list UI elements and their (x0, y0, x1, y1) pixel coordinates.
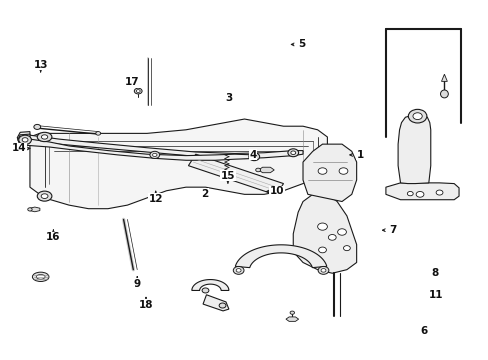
Text: 7: 7 (389, 225, 396, 235)
Ellipse shape (337, 229, 346, 235)
Ellipse shape (136, 90, 140, 93)
Text: 14: 14 (12, 143, 26, 153)
Polygon shape (293, 194, 356, 273)
Text: 5: 5 (298, 40, 305, 49)
Text: 11: 11 (427, 290, 442, 300)
Polygon shape (385, 183, 458, 200)
Text: 10: 10 (269, 186, 284, 197)
Polygon shape (235, 245, 326, 267)
Ellipse shape (407, 192, 412, 196)
Ellipse shape (233, 266, 244, 274)
Polygon shape (17, 132, 303, 158)
Text: 12: 12 (148, 194, 163, 204)
Ellipse shape (412, 113, 421, 120)
Text: 18: 18 (139, 300, 153, 310)
Text: 1: 1 (356, 150, 364, 160)
Ellipse shape (255, 168, 260, 172)
Polygon shape (30, 207, 40, 212)
Text: 4: 4 (249, 150, 256, 160)
Ellipse shape (37, 132, 52, 141)
Ellipse shape (236, 269, 241, 272)
Text: 2: 2 (201, 189, 208, 199)
Text: 15: 15 (220, 171, 235, 181)
Ellipse shape (134, 88, 142, 94)
Polygon shape (397, 115, 430, 184)
Ellipse shape (290, 151, 295, 154)
Ellipse shape (34, 125, 41, 130)
Polygon shape (188, 154, 283, 195)
Ellipse shape (289, 311, 294, 314)
Text: 16: 16 (46, 232, 61, 242)
Text: 6: 6 (420, 325, 427, 336)
Ellipse shape (32, 272, 49, 282)
Text: 3: 3 (225, 93, 232, 103)
Ellipse shape (328, 234, 335, 240)
Ellipse shape (36, 274, 45, 279)
Ellipse shape (248, 153, 259, 161)
Ellipse shape (219, 303, 225, 308)
Ellipse shape (318, 168, 326, 174)
Ellipse shape (287, 149, 298, 157)
Ellipse shape (22, 138, 28, 142)
Ellipse shape (321, 269, 325, 272)
Polygon shape (303, 144, 356, 202)
Text: 13: 13 (33, 59, 48, 69)
Ellipse shape (318, 266, 328, 274)
Polygon shape (441, 74, 447, 81)
Polygon shape (285, 317, 298, 321)
Ellipse shape (338, 168, 347, 174)
Polygon shape (18, 134, 254, 160)
Ellipse shape (28, 208, 32, 211)
Ellipse shape (435, 190, 442, 195)
Ellipse shape (37, 191, 52, 201)
Ellipse shape (440, 90, 447, 98)
Ellipse shape (251, 155, 256, 158)
Polygon shape (258, 167, 274, 173)
Ellipse shape (224, 175, 229, 179)
Ellipse shape (318, 247, 326, 253)
Ellipse shape (415, 192, 423, 197)
Polygon shape (191, 280, 228, 291)
Ellipse shape (150, 151, 159, 158)
Text: 9: 9 (133, 279, 141, 289)
Polygon shape (203, 295, 228, 311)
Ellipse shape (317, 223, 327, 230)
Ellipse shape (202, 288, 208, 293)
Ellipse shape (96, 132, 101, 135)
Ellipse shape (19, 135, 31, 144)
Ellipse shape (41, 194, 48, 198)
Ellipse shape (41, 135, 48, 139)
Text: 17: 17 (125, 77, 140, 87)
Ellipse shape (343, 246, 349, 251)
Ellipse shape (407, 109, 426, 123)
Ellipse shape (152, 153, 157, 157)
Text: 8: 8 (430, 268, 437, 278)
Polygon shape (30, 119, 327, 209)
